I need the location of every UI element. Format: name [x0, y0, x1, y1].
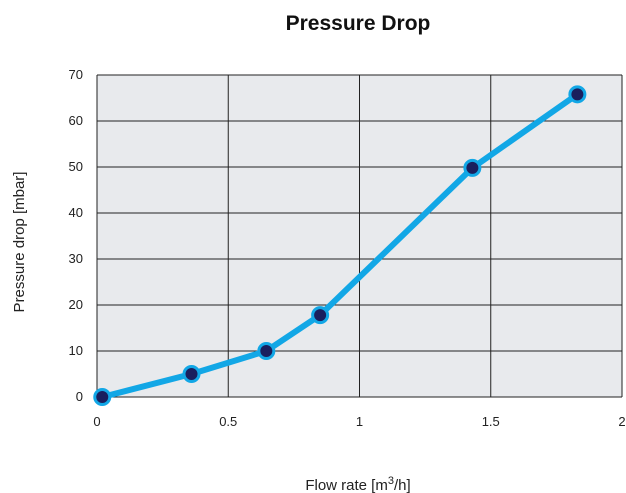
x-tick-label: 2: [618, 414, 625, 429]
x-axis-label: Flow rate [m3/h]: [305, 475, 410, 493]
x-tick-label: 1.5: [482, 414, 500, 429]
y-tick-label: 0: [76, 389, 83, 404]
y-tick-label: 20: [69, 297, 83, 312]
data-point: [311, 306, 330, 325]
data-series: [93, 85, 587, 406]
y-tick-label: 70: [69, 67, 83, 82]
data-point: [463, 158, 482, 177]
data-point: [257, 342, 276, 360]
grid-lines: [96, 74, 623, 398]
x-tick-label: 0: [93, 414, 100, 429]
series-line: [99, 91, 581, 400]
y-tick-label: 60: [69, 113, 83, 128]
x-tick-label: 1: [356, 414, 363, 429]
x-axis-label-superscript: 3: [388, 475, 394, 487]
y-axis-label: Pressure drop [mbar]: [11, 172, 28, 313]
y-tick-label: 50: [69, 159, 83, 174]
x-tick-label: 0.5: [219, 414, 237, 429]
tick-labels: 0 10 20 30 40 50 60 70 0 0.5 1 1.5 2: [69, 67, 626, 429]
x-axis-label-suffix: /h]: [394, 477, 411, 493]
y-tick-label: 30: [69, 251, 83, 266]
y-tick-label: 10: [69, 343, 83, 358]
data-point: [182, 365, 201, 383]
chart-title: Pressure Drop: [286, 12, 431, 35]
y-tick-label: 40: [69, 205, 83, 220]
data-point: [93, 388, 112, 406]
data-point: [568, 85, 587, 104]
x-axis-label-main: Flow rate [m: [305, 477, 388, 493]
